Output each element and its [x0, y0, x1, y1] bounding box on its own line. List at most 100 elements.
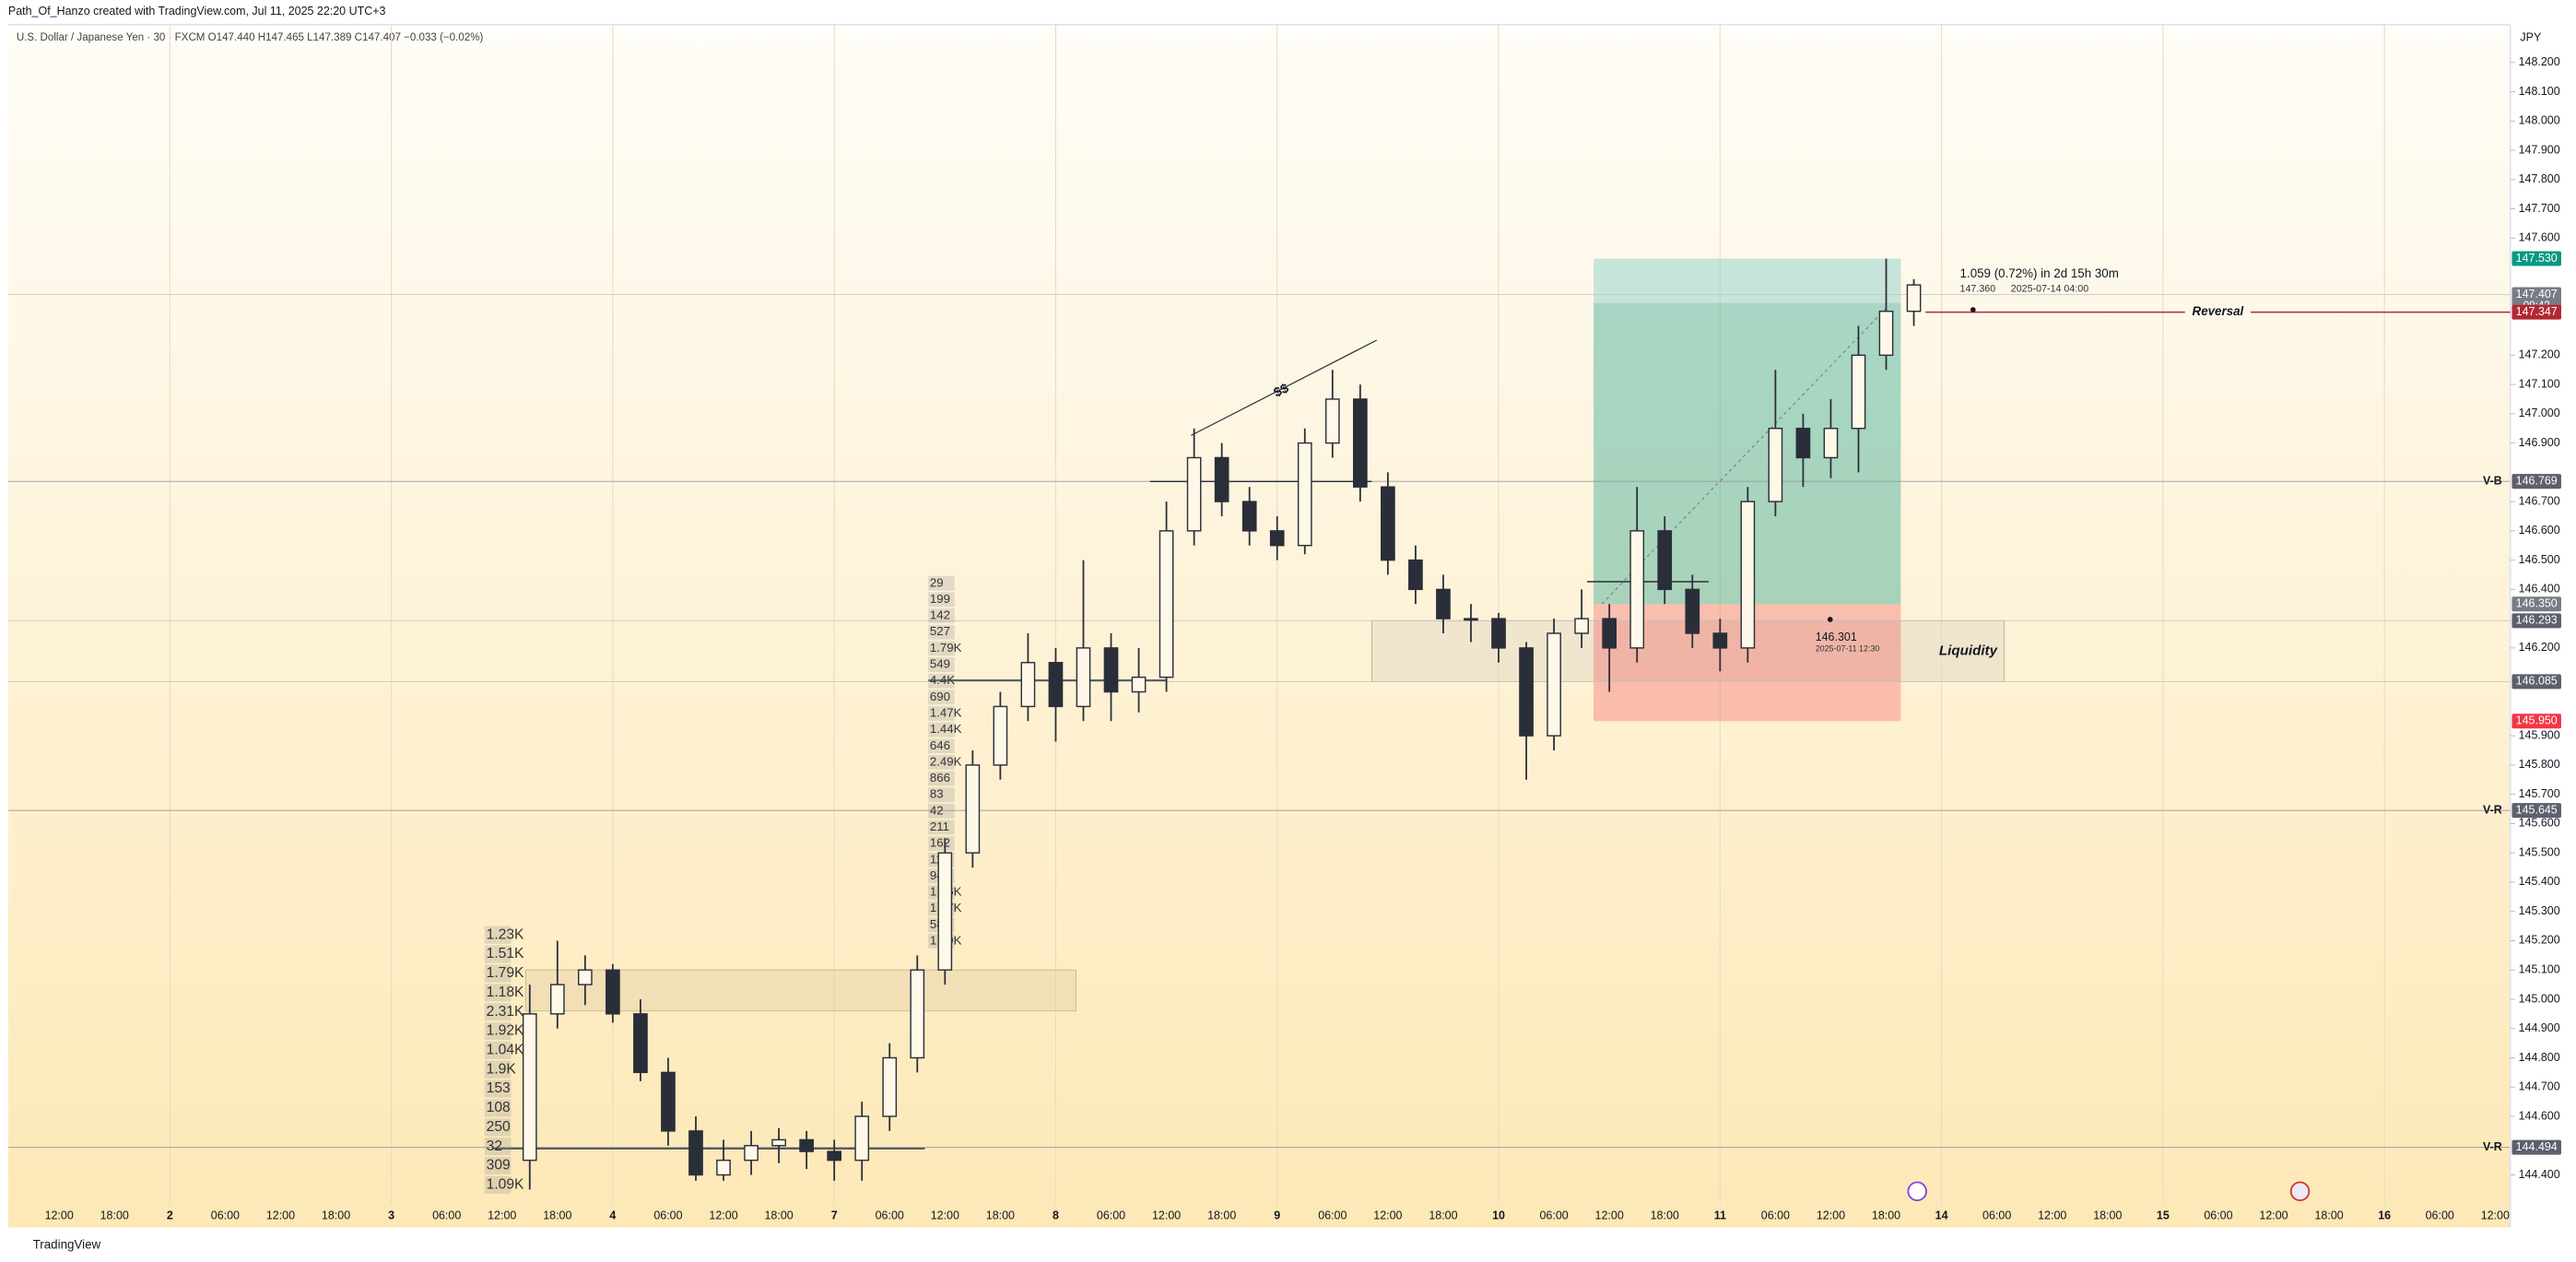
plot-bg: [7, 24, 2511, 1228]
x-tick-label: 12:00: [1817, 1209, 1845, 1221]
profile-bar: [484, 1022, 512, 1041]
candle-body: [1241, 501, 1257, 532]
profile-label: 1.23K: [487, 926, 524, 942]
profile-bar: [484, 945, 512, 963]
profile-label: 646: [930, 738, 950, 752]
candle-body: [937, 852, 953, 971]
x-tick-label: 12:00: [1152, 1209, 1181, 1221]
price-label: 144.494: [2516, 1140, 2558, 1153]
x-tick-label: 06:00: [1982, 1209, 2011, 1221]
x-tick-label: 06:00: [1761, 1209, 1790, 1221]
candle-body: [1408, 559, 1423, 591]
profile-bar: [928, 836, 955, 852]
profile-bar: [484, 1079, 512, 1098]
x-tick-label: 06:00: [1097, 1209, 1125, 1221]
measure-text: 1.059 (0.72%) in 2d 15h 30m: [1960, 266, 2119, 280]
x-tick-label: 18:00: [1429, 1209, 1457, 1221]
candle-body: [1381, 486, 1395, 561]
x-tick-label: 7: [831, 1209, 838, 1221]
flag-icon: [2289, 1181, 2311, 1202]
candle-body: [1685, 588, 1700, 634]
price-label: 147.347: [2516, 305, 2558, 318]
candle-body: [1076, 647, 1091, 708]
profile-label: 162: [930, 836, 950, 850]
profile-bar: [484, 1138, 512, 1156]
measure-line: [1601, 308, 1887, 605]
entry-price: 146.301: [1816, 631, 1857, 643]
footer: TradingView: [33, 1238, 101, 1252]
candle-body: [993, 705, 1008, 766]
candle-body: [827, 1150, 842, 1162]
y-tick-label: 148.000: [2519, 114, 2560, 127]
x-tick-label: 12:00: [2038, 1209, 2066, 1221]
price-label-bg: [2511, 803, 2561, 819]
price-label: 146.293: [2516, 614, 2558, 627]
price-label-bg: [2511, 251, 2561, 266]
y-tick-label: 144.900: [2519, 1021, 2560, 1034]
profile-bar: [928, 575, 955, 591]
profile-label: 153: [487, 1080, 511, 1096]
candle-body: [965, 764, 981, 854]
profile-label: 199: [930, 592, 950, 606]
measure-price: 147.360: [1960, 284, 1996, 295]
y-tick-label: 145.100: [2519, 963, 2560, 976]
x-tick-label: 12:00: [709, 1209, 737, 1221]
profile-bar: [928, 657, 955, 672]
y-tick-label: 144.800: [2519, 1051, 2560, 1064]
x-tick-label: 12:00: [2481, 1209, 2510, 1221]
price-label: 146.769: [2516, 474, 2558, 487]
candle-body: [1020, 662, 1036, 708]
profile-bar: [928, 771, 955, 786]
profile-label: 1.47K: [930, 705, 962, 719]
price-label: 147.530: [2516, 252, 2558, 265]
y-tick-label: 145.800: [2519, 758, 2560, 771]
y-tick-label: 147.000: [2519, 407, 2560, 419]
candle-body: [606, 969, 620, 1015]
level-label: V-R: [2483, 803, 2502, 816]
y-tick-label: 147.900: [2519, 143, 2560, 156]
profile-label: 250: [487, 1119, 511, 1135]
candle-body: [1519, 647, 1534, 737]
price-label: 146.085: [2516, 675, 2558, 688]
x-tick-label: 06:00: [2426, 1209, 2454, 1221]
profile-label: 549: [930, 657, 950, 671]
y-tick-label: 145.900: [2519, 728, 2560, 741]
price-label-bg: [2511, 474, 2561, 489]
candle-body: [1823, 427, 1839, 459]
x-tick-label: 8: [1053, 1209, 1059, 1221]
x-tick-label: 18:00: [543, 1209, 571, 1221]
candle-body: [799, 1138, 814, 1152]
candle-body: [1657, 530, 1673, 591]
candle-body: [1906, 284, 1922, 313]
profile-bar: [928, 722, 955, 737]
y-tick-label: 147.600: [2519, 231, 2560, 244]
profile-label: 866: [930, 771, 950, 784]
x-tick-label: 18:00: [986, 1209, 1015, 1221]
x-tick-label: 06:00: [876, 1209, 904, 1221]
target-zone-light: [1594, 258, 1901, 303]
price-label-bg: [2511, 674, 2561, 690]
x-tick-label: 18:00: [1207, 1209, 1236, 1221]
profile-label: 108: [487, 1100, 511, 1115]
profile-label: 211: [930, 820, 949, 833]
profile-label: 42: [930, 803, 944, 817]
y-tick-label: 144.700: [2519, 1080, 2560, 1093]
candle-body: [771, 1138, 786, 1147]
profile-label: 2.49K: [930, 754, 962, 768]
profile-label: 1.09K: [487, 1177, 524, 1193]
profile-bar: [484, 1099, 512, 1117]
x-tick-label: 2: [167, 1209, 173, 1221]
candle-body: [1491, 618, 1506, 649]
currency: JPY: [2520, 30, 2542, 43]
level-label: V-B: [2483, 474, 2502, 487]
x-tick-label: 14: [1935, 1209, 1948, 1221]
x-tick-label: 18:00: [764, 1209, 793, 1221]
x-tick-label: 10: [1492, 1209, 1505, 1221]
candle-body: [882, 1056, 898, 1117]
candle-body: [1795, 427, 1811, 459]
x-tick-label: 18:00: [2314, 1209, 2343, 1221]
x-tick-label: 9: [1274, 1209, 1280, 1221]
price-label-bg: [2511, 1139, 2561, 1155]
profile-bar: [484, 1003, 512, 1021]
